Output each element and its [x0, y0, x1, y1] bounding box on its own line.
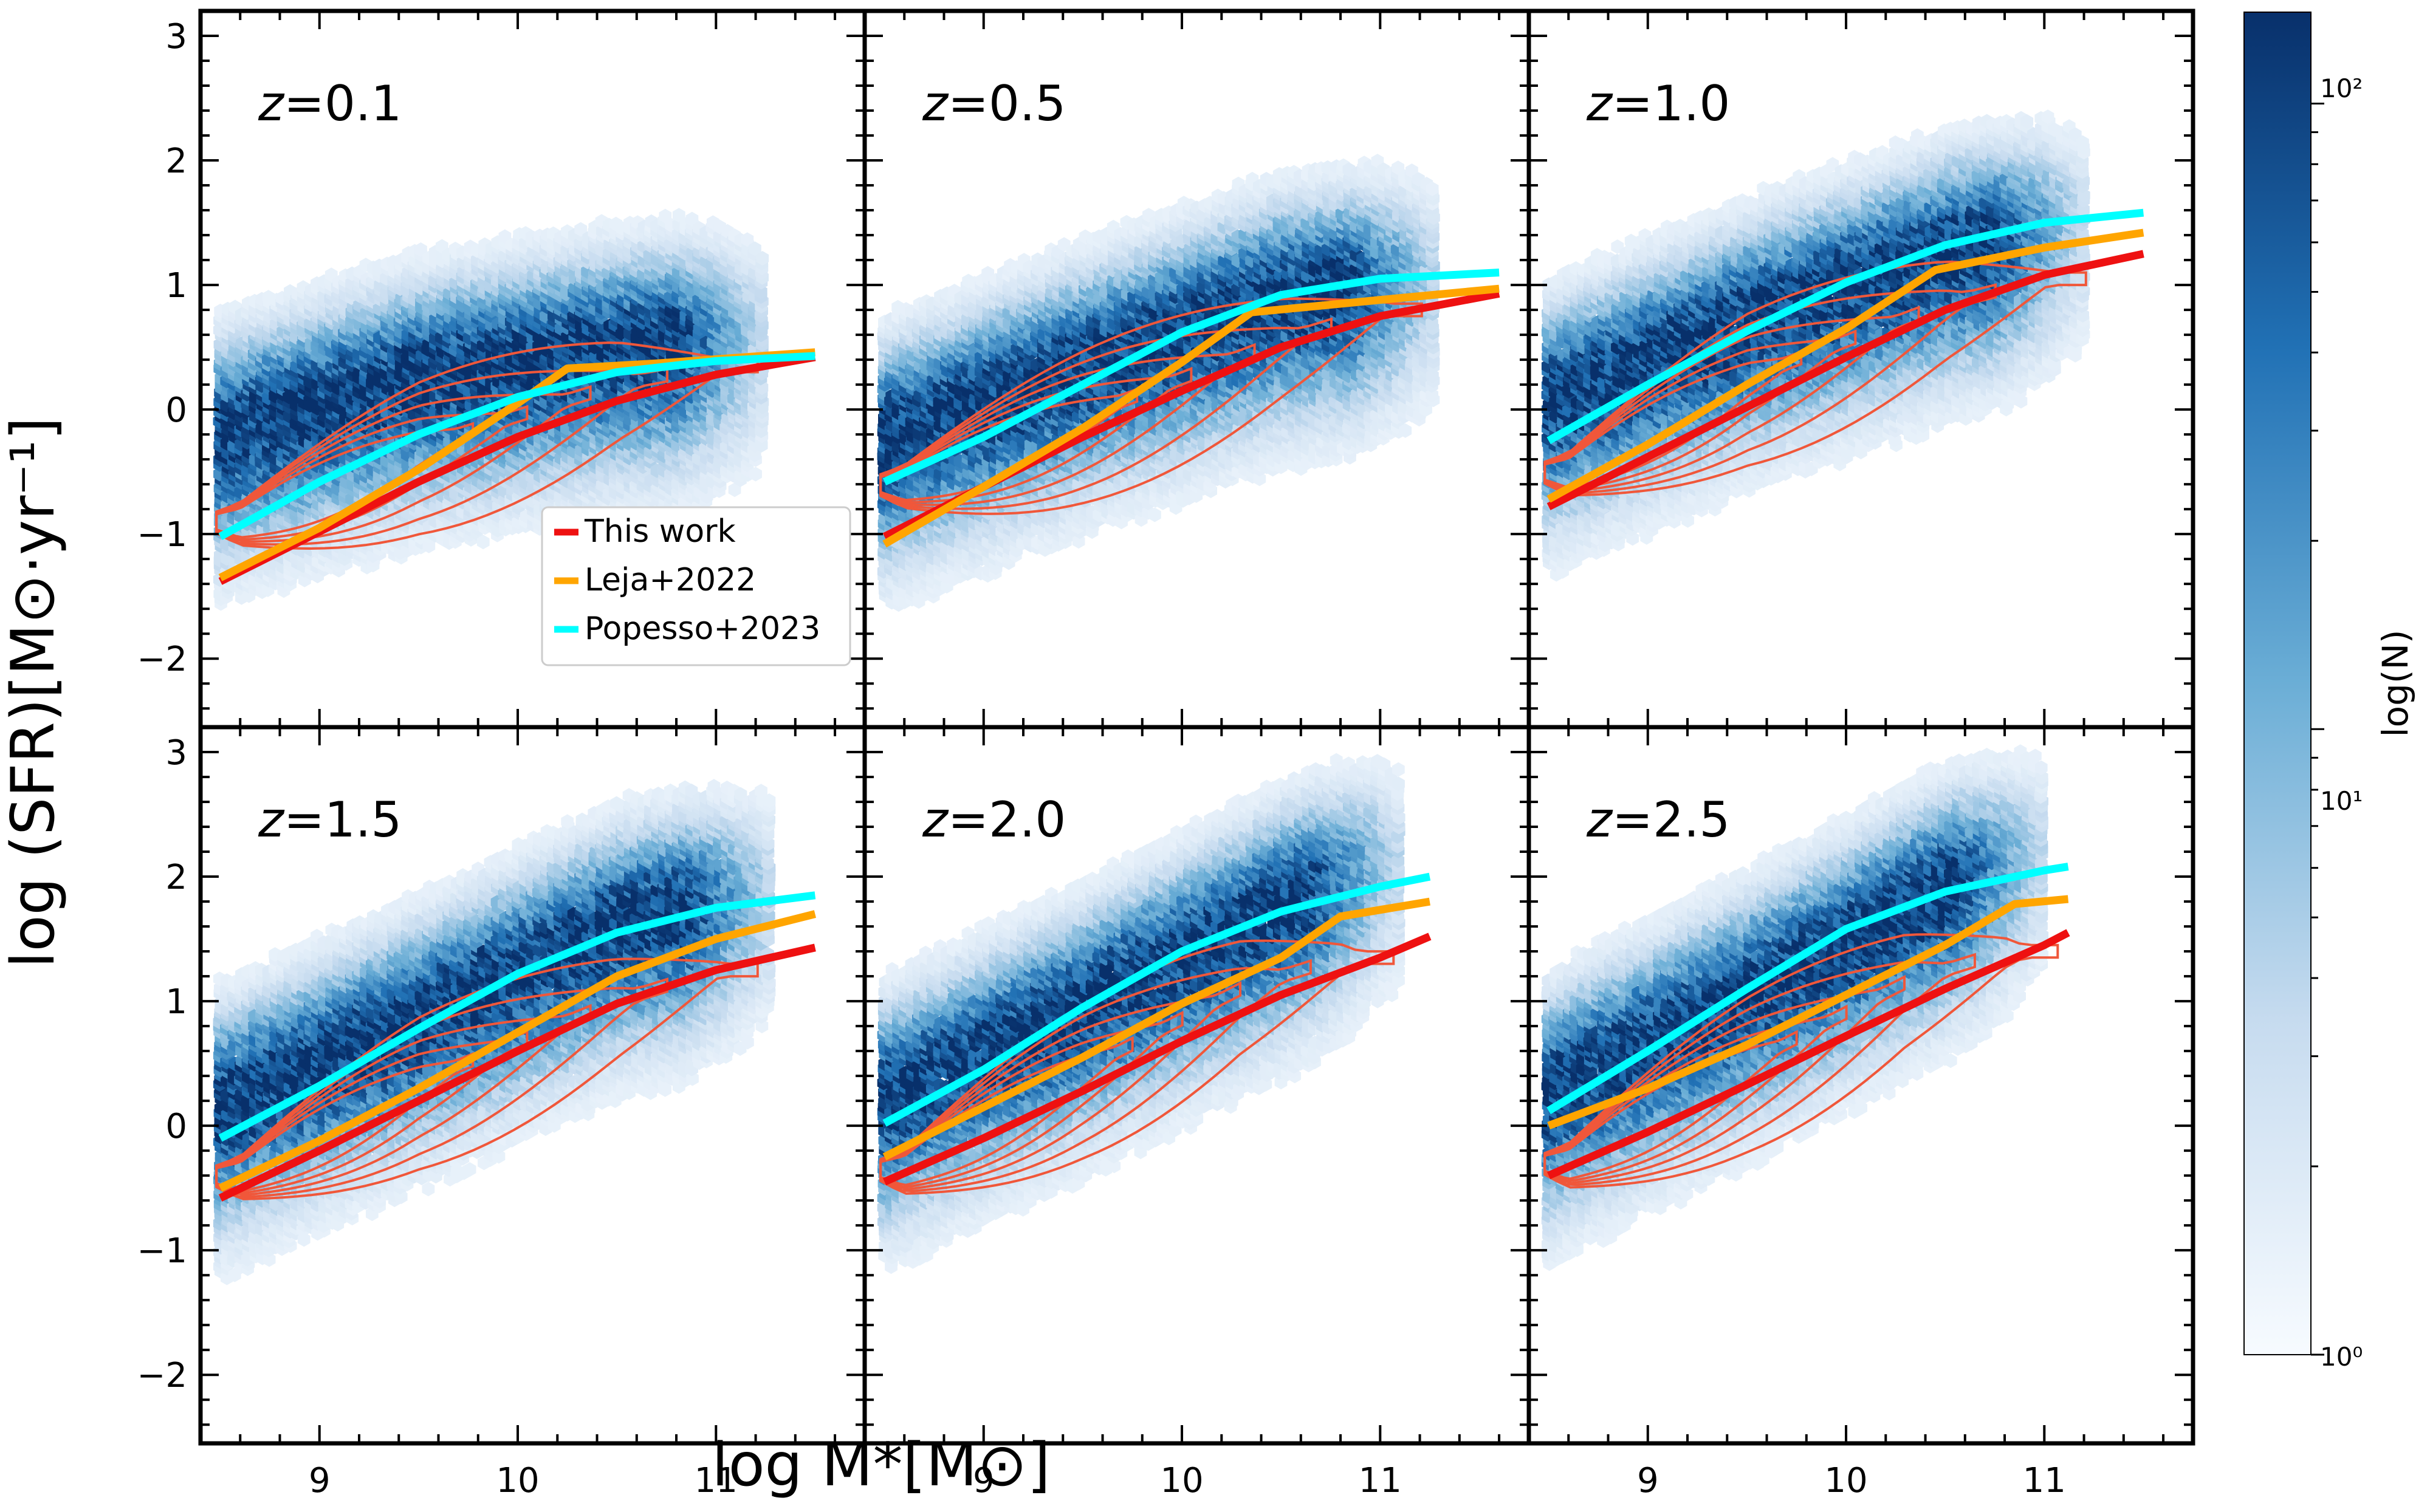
y-tick-label: −1 — [137, 515, 187, 555]
panel-2: z=0.5 — [862, 9, 1531, 730]
y-tick-label: 2 — [165, 142, 187, 181]
y-tick-label: 3 — [165, 17, 187, 56]
panel-1: −2 −1 0 1 2 3 z=0.1 — [137, 9, 867, 730]
panel-label: z=0.1 — [258, 75, 402, 132]
y-tick-label: 1 — [165, 266, 187, 306]
y-tick-label: 0 — [165, 391, 187, 430]
y-tick-label: −2 — [137, 640, 187, 679]
hexbin-density — [213, 208, 769, 611]
